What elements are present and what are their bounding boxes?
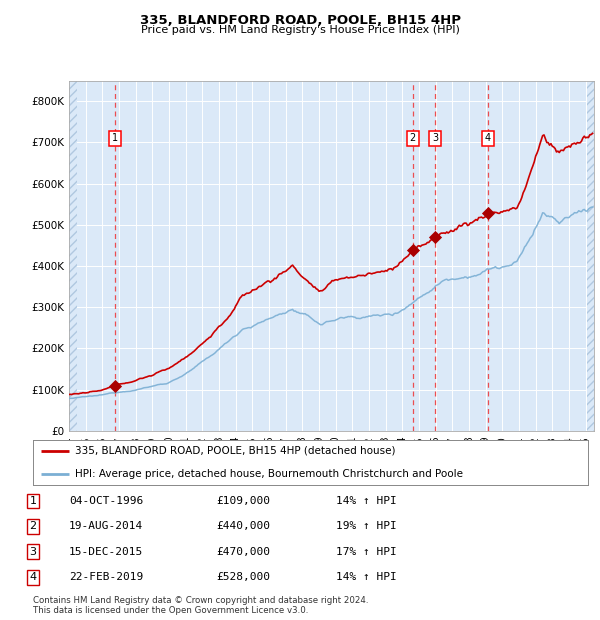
Text: 04-OCT-1996: 04-OCT-1996 xyxy=(69,496,143,506)
Text: 3: 3 xyxy=(29,547,37,557)
Text: 1: 1 xyxy=(112,133,118,143)
Text: 19% ↑ HPI: 19% ↑ HPI xyxy=(336,521,397,531)
Text: 335, BLANDFORD ROAD, POOLE, BH15 4HP: 335, BLANDFORD ROAD, POOLE, BH15 4HP xyxy=(139,14,461,27)
Text: £528,000: £528,000 xyxy=(216,572,270,582)
Text: 14% ↑ HPI: 14% ↑ HPI xyxy=(336,572,397,582)
Text: £109,000: £109,000 xyxy=(216,496,270,506)
Point xyxy=(430,232,440,242)
Text: 22-FEB-2019: 22-FEB-2019 xyxy=(69,572,143,582)
Text: 2: 2 xyxy=(29,521,37,531)
Text: 4: 4 xyxy=(29,572,37,582)
Text: 2: 2 xyxy=(410,133,416,143)
Text: 15-DEC-2015: 15-DEC-2015 xyxy=(69,547,143,557)
Text: Price paid vs. HM Land Registry's House Price Index (HPI): Price paid vs. HM Land Registry's House … xyxy=(140,25,460,35)
Point xyxy=(408,245,418,255)
Text: 335, BLANDFORD ROAD, POOLE, BH15 4HP (detached house): 335, BLANDFORD ROAD, POOLE, BH15 4HP (de… xyxy=(74,446,395,456)
Text: 1: 1 xyxy=(29,496,37,506)
Point xyxy=(483,208,493,218)
Text: HPI: Average price, detached house, Bournemouth Christchurch and Poole: HPI: Average price, detached house, Bour… xyxy=(74,469,463,479)
Text: 17% ↑ HPI: 17% ↑ HPI xyxy=(336,547,397,557)
Text: £440,000: £440,000 xyxy=(216,521,270,531)
Text: 19-AUG-2014: 19-AUG-2014 xyxy=(69,521,143,531)
Text: 14% ↑ HPI: 14% ↑ HPI xyxy=(336,496,397,506)
Text: 4: 4 xyxy=(485,133,491,143)
Text: 3: 3 xyxy=(432,133,438,143)
Point xyxy=(110,381,119,391)
Text: £470,000: £470,000 xyxy=(216,547,270,557)
Text: Contains HM Land Registry data © Crown copyright and database right 2024.
This d: Contains HM Land Registry data © Crown c… xyxy=(33,596,368,615)
